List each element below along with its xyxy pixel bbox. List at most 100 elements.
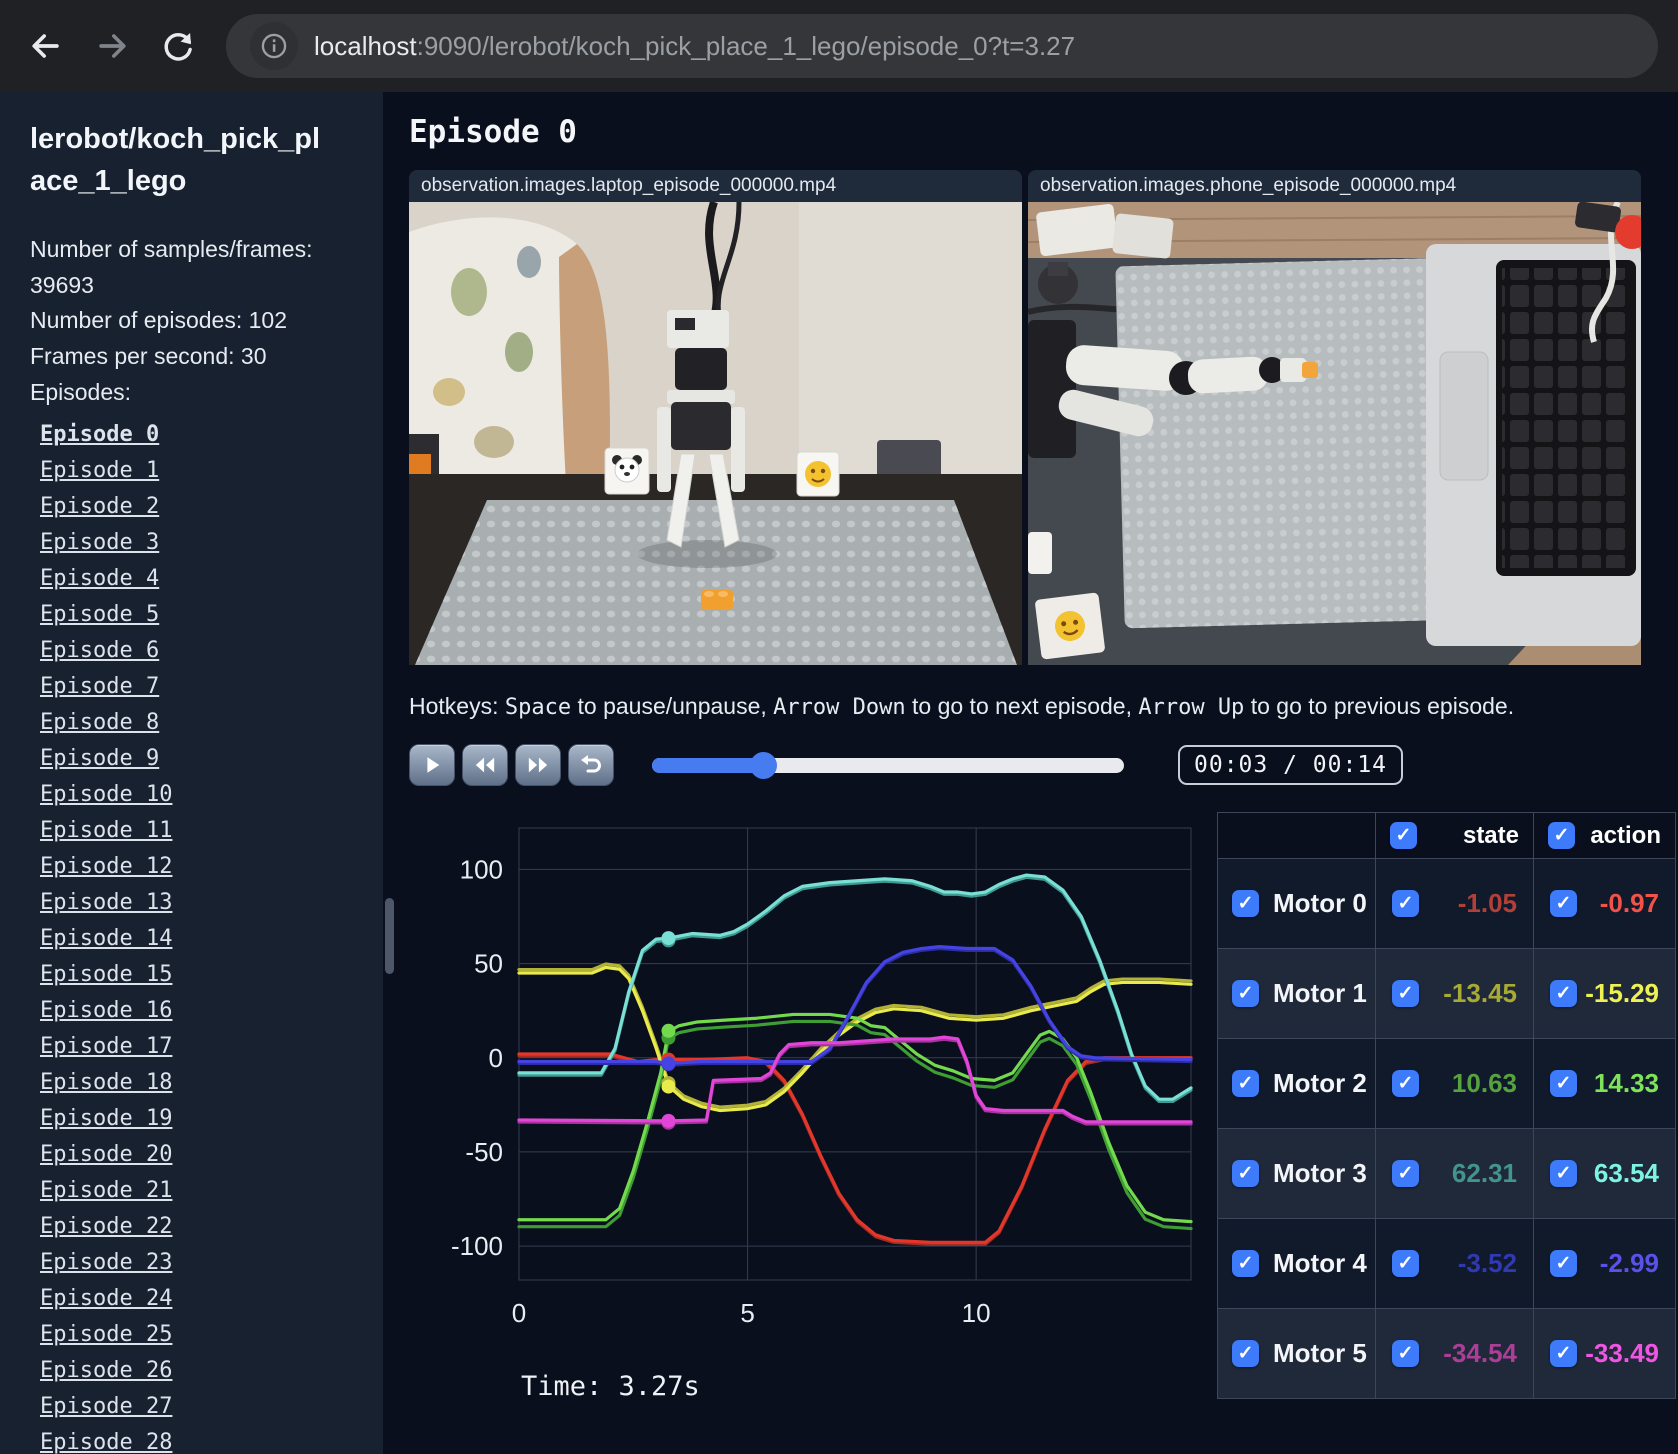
episode-link-25[interactable]: Episode 25 xyxy=(40,1322,173,1348)
seek-slider-fill xyxy=(652,757,763,773)
svg-text:10: 10 xyxy=(962,1298,991,1328)
motor-checkbox[interactable]: ✓ xyxy=(1232,1070,1259,1097)
motor-checkbox[interactable]: ✓ xyxy=(1232,1340,1259,1367)
motor-row-5: ✓ Motor 5 ✓ -34.54 ✓ -33.49 xyxy=(1217,1308,1676,1399)
video-player-phone[interactable] xyxy=(1028,202,1641,665)
motor-table-header: ✓ state ✓ action xyxy=(1217,812,1676,859)
state-checkbox[interactable]: ✓ xyxy=(1392,1160,1419,1187)
episode-list-item: Episode 26 xyxy=(30,1354,359,1390)
back-icon[interactable] xyxy=(24,24,68,68)
episode-link-2[interactable]: Episode 2 xyxy=(40,494,160,520)
episode-link-27[interactable]: Episode 27 xyxy=(40,1394,173,1420)
motor-checkbox[interactable]: ✓ xyxy=(1232,1250,1259,1277)
dataset-title: lerobot/koch_pick_place_1_lego xyxy=(30,123,321,198)
video-player-laptop[interactable] xyxy=(409,202,1022,665)
motor-checkbox[interactable]: ✓ xyxy=(1232,980,1259,1007)
episode-link-7[interactable]: Episode 7 xyxy=(40,674,160,700)
episode-list-item: Episode 9 xyxy=(30,742,359,778)
data-section: -100 -50 0 50 100 0 5 10 Time: 3.27s ✓ state xyxy=(409,812,1676,1402)
episode-link-12[interactable]: Episode 12 xyxy=(40,854,173,880)
episode-list-item: Episode 0 xyxy=(30,418,359,454)
state-checkbox[interactable]: ✓ xyxy=(1392,1250,1419,1277)
episode-link-5[interactable]: Episode 5 xyxy=(40,602,160,628)
episode-link-17[interactable]: Episode 17 xyxy=(40,1034,173,1060)
svg-text:0: 0 xyxy=(489,1043,503,1073)
play-button[interactable] xyxy=(409,744,455,786)
site-info-icon[interactable] xyxy=(250,22,298,70)
action-value: 63.54 xyxy=(1593,1158,1659,1188)
episode-link-9[interactable]: Episode 9 xyxy=(40,746,160,772)
action-checkbox[interactable]: ✓ xyxy=(1550,980,1577,1007)
episode-link-1[interactable]: Episode 1 xyxy=(40,458,160,484)
rewind-button[interactable] xyxy=(462,744,508,786)
action-column-checkbox[interactable]: ✓ xyxy=(1548,822,1575,849)
motor-checkbox[interactable]: ✓ xyxy=(1232,1160,1259,1187)
reload-icon[interactable] xyxy=(156,24,200,68)
action-value: 14.33 xyxy=(1593,1068,1659,1098)
action-value-cell: ✓ 14.33 xyxy=(1533,1038,1676,1129)
action-checkbox[interactable]: ✓ xyxy=(1550,890,1577,917)
episode-list-item: Episode 3 xyxy=(30,526,359,562)
state-value: -1.05 xyxy=(1457,888,1517,918)
action-checkbox[interactable]: ✓ xyxy=(1550,1070,1577,1097)
svg-text:100: 100 xyxy=(460,854,503,884)
scrollbar-thumb[interactable] xyxy=(385,898,394,974)
episode-link-6[interactable]: Episode 6 xyxy=(40,638,160,664)
fast-forward-button[interactable] xyxy=(515,744,561,786)
episode-link-14[interactable]: Episode 14 xyxy=(40,926,173,952)
action-value-cell: ✓ -33.49 xyxy=(1533,1308,1676,1399)
action-checkbox[interactable]: ✓ xyxy=(1550,1160,1577,1187)
motor-checkbox[interactable]: ✓ xyxy=(1232,890,1259,917)
episode-link-0[interactable]: Episode 0 xyxy=(40,422,160,448)
episode-link-3[interactable]: Episode 3 xyxy=(40,530,160,556)
episode-link-23[interactable]: Episode 23 xyxy=(40,1250,173,1276)
video-title-phone: observation.images.phone_episode_000000.… xyxy=(1028,170,1641,202)
url-path: :9090/lerobot/koch_pick_place_1_lego/epi… xyxy=(416,30,1076,61)
motor-name-cell: ✓ Motor 2 xyxy=(1217,1038,1376,1129)
forward-icon[interactable] xyxy=(90,24,134,68)
episode-link-19[interactable]: Episode 19 xyxy=(40,1106,173,1132)
url-bar[interactable]: localhost:9090/lerobot/koch_pick_place_1… xyxy=(226,14,1658,78)
seek-slider-thumb[interactable] xyxy=(749,751,777,779)
state-value: -13.45 xyxy=(1443,978,1517,1008)
motor-name: Motor 5 xyxy=(1273,1338,1367,1368)
episode-list-item: Episode 4 xyxy=(30,562,359,598)
motor-name-cell: ✓ Motor 0 xyxy=(1217,858,1376,949)
video-panel-phone: observation.images.phone_episode_000000.… xyxy=(1028,170,1641,665)
svg-text:50: 50 xyxy=(474,949,503,979)
action-checkbox[interactable]: ✓ xyxy=(1550,1340,1577,1367)
hotkeys-help: Hotkeys: Space to pause/unpause, Arrow D… xyxy=(409,693,1660,720)
state-column-checkbox[interactable]: ✓ xyxy=(1390,822,1417,849)
episode-list-item: Episode 11 xyxy=(30,814,359,850)
action-value-cell: ✓ -15.29 xyxy=(1533,948,1676,1039)
seek-slider[interactable] xyxy=(652,751,1124,779)
state-checkbox[interactable]: ✓ xyxy=(1392,1070,1419,1097)
episode-link-28[interactable]: Episode 28 xyxy=(40,1430,173,1454)
action-checkbox[interactable]: ✓ xyxy=(1550,1250,1577,1277)
state-checkbox[interactable]: ✓ xyxy=(1392,1340,1419,1367)
svg-text:5: 5 xyxy=(740,1298,754,1328)
episode-link-22[interactable]: Episode 22 xyxy=(40,1214,173,1240)
episode-link-4[interactable]: Episode 4 xyxy=(40,566,160,592)
state-checkbox[interactable]: ✓ xyxy=(1392,890,1419,917)
state-value-cell: ✓ -34.54 xyxy=(1375,1308,1534,1399)
action-value-cell: ✓ -0.97 xyxy=(1533,858,1676,949)
episode-link-20[interactable]: Episode 20 xyxy=(40,1142,173,1168)
state-checkbox[interactable]: ✓ xyxy=(1392,980,1419,1007)
episode-link-13[interactable]: Episode 13 xyxy=(40,890,173,916)
episode-list-item: Episode 23 xyxy=(30,1246,359,1282)
episode-link-8[interactable]: Episode 8 xyxy=(40,710,160,736)
episode-link-24[interactable]: Episode 24 xyxy=(40,1286,173,1312)
loop-button[interactable] xyxy=(568,744,614,786)
episode-list-item: Episode 18 xyxy=(30,1066,359,1102)
episode-link-11[interactable]: Episode 11 xyxy=(40,818,173,844)
motor-table: ✓ state ✓ action xyxy=(1217,812,1676,1399)
episode-link-16[interactable]: Episode 16 xyxy=(40,998,173,1024)
episode-link-10[interactable]: Episode 10 xyxy=(40,782,173,808)
episode-link-21[interactable]: Episode 21 xyxy=(40,1178,173,1204)
episode-list-item: Episode 20 xyxy=(30,1138,359,1174)
episode-link-18[interactable]: Episode 18 xyxy=(40,1070,173,1096)
episode-link-26[interactable]: Episode 26 xyxy=(40,1358,173,1384)
episode-link-15[interactable]: Episode 15 xyxy=(40,962,173,988)
